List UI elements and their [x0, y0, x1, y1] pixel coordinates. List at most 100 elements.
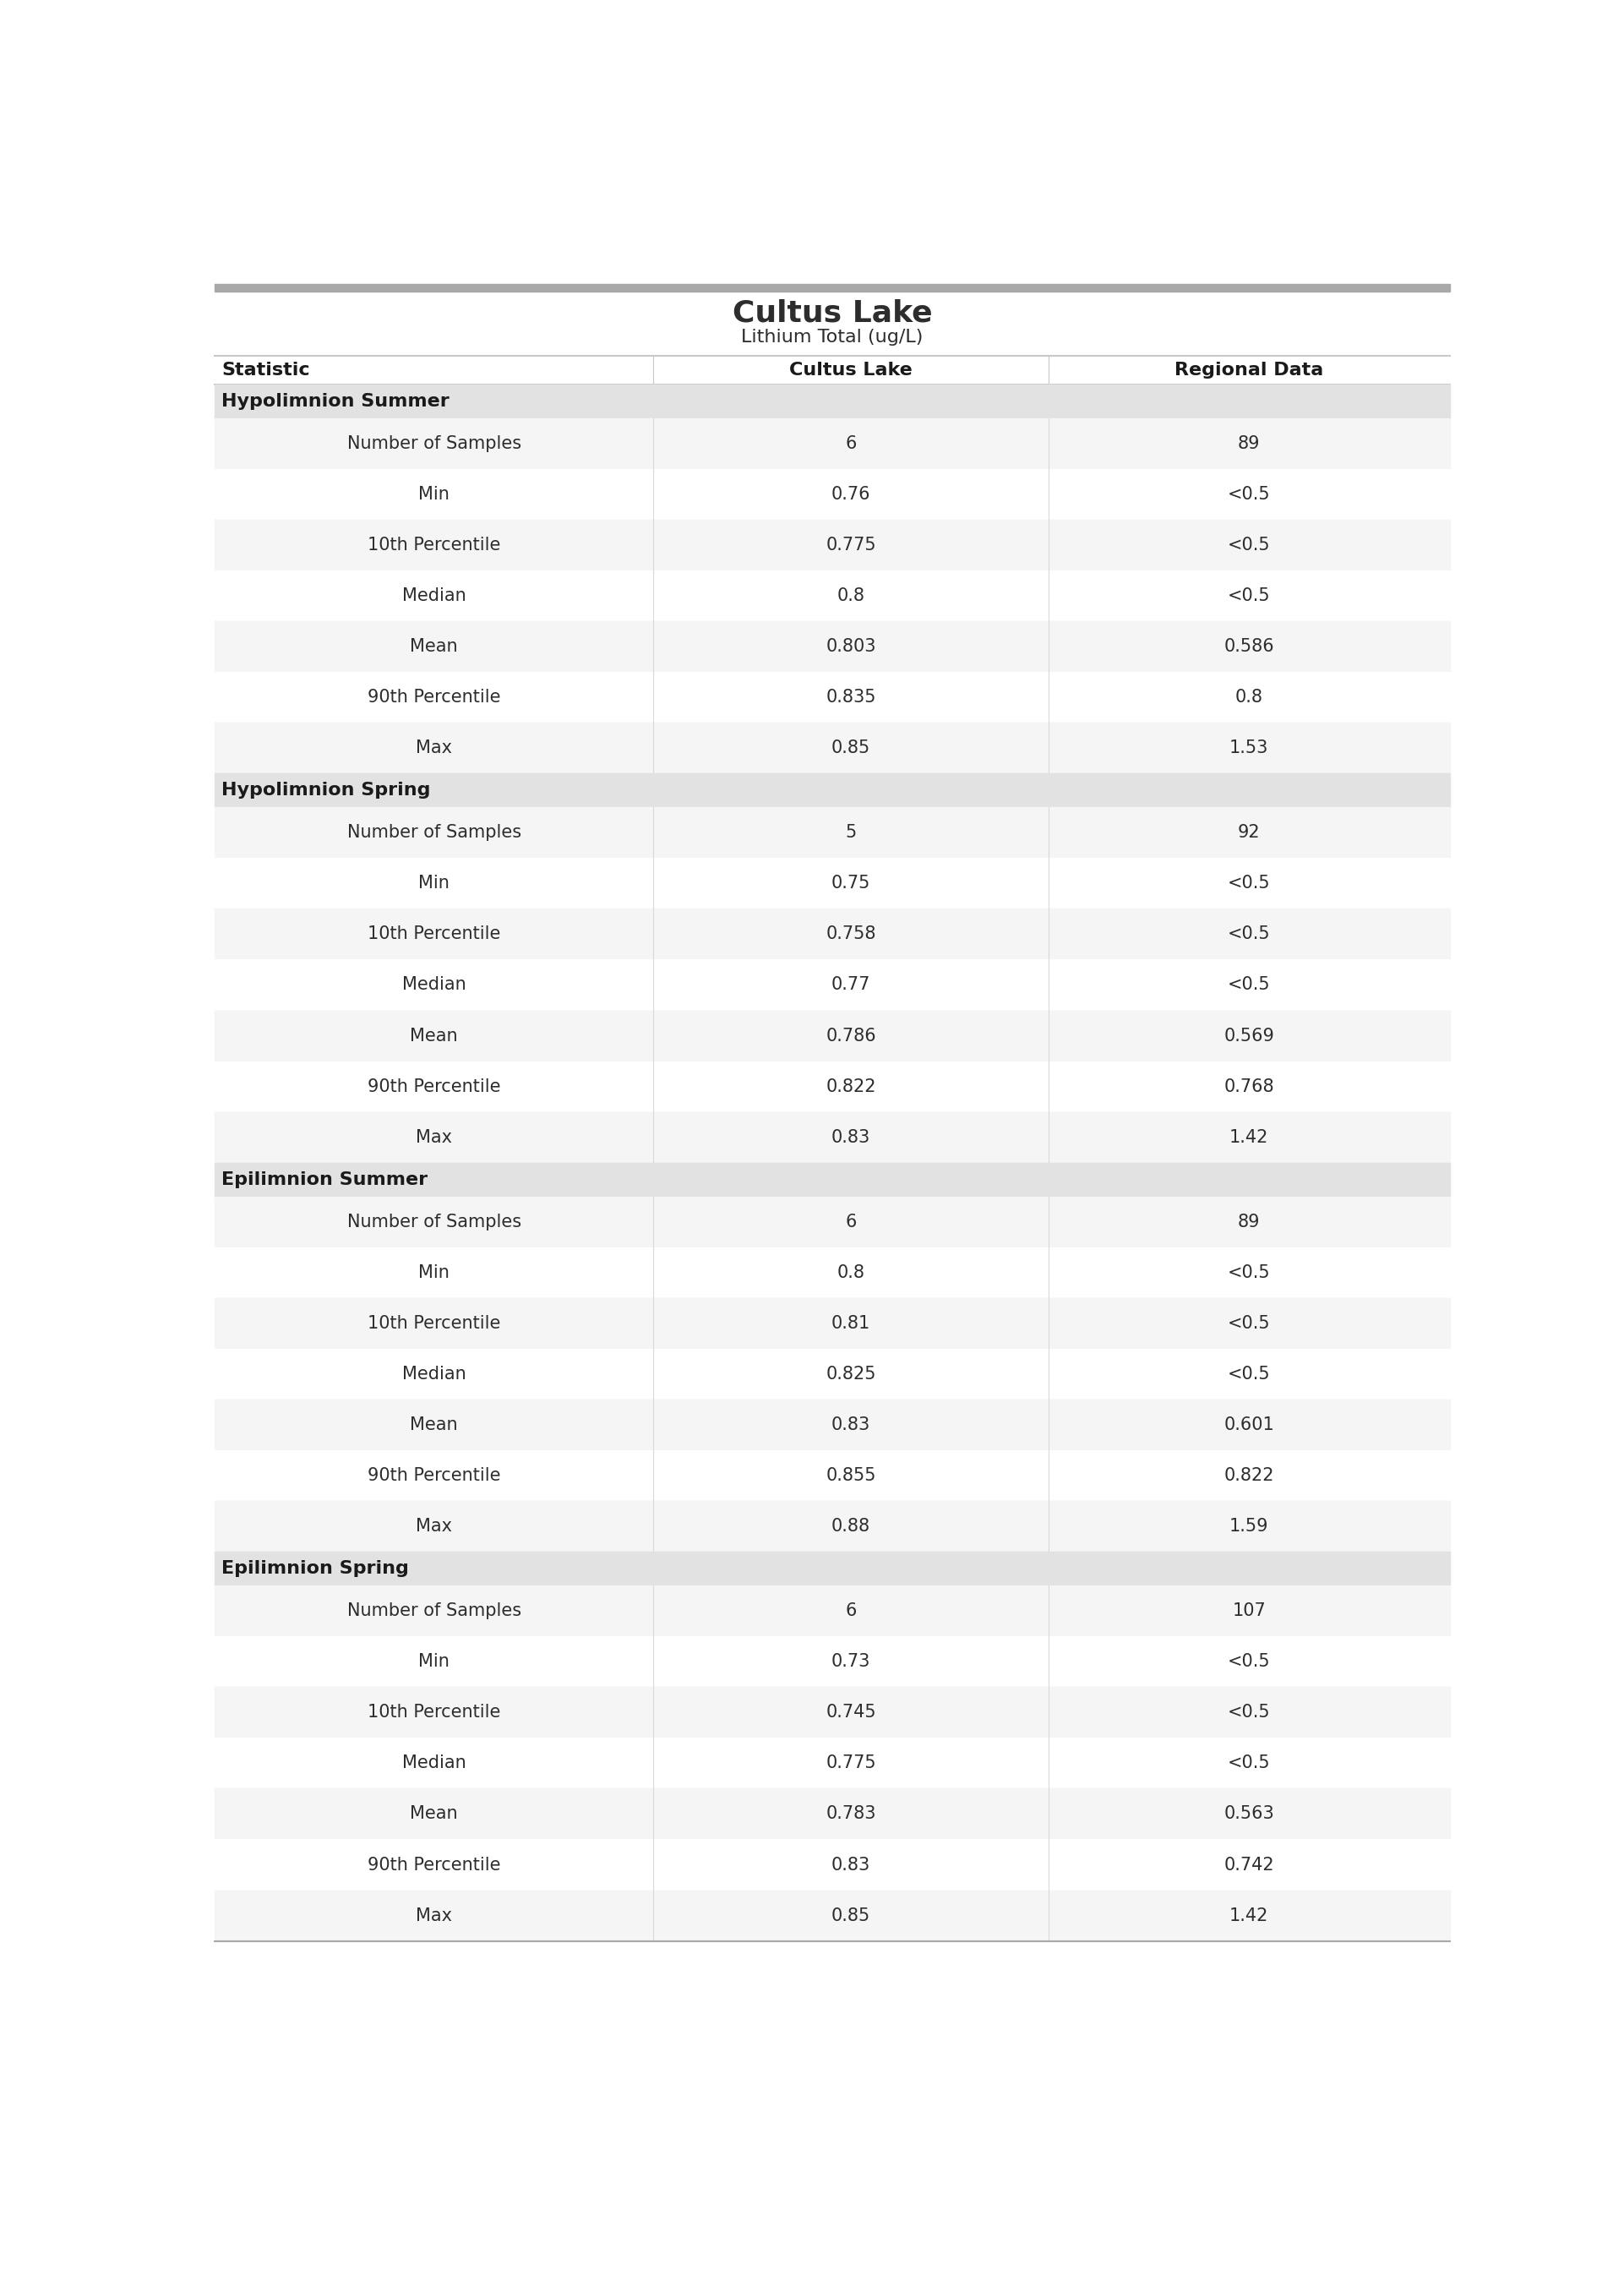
Text: 92: 92: [1237, 824, 1260, 842]
Bar: [214, 1298, 1450, 1348]
Text: 10th Percentile: 10th Percentile: [367, 926, 500, 942]
Bar: [214, 622, 1450, 672]
Text: 10th Percentile: 10th Percentile: [367, 1314, 500, 1332]
Bar: [214, 1246, 1450, 1298]
Text: <0.5: <0.5: [1228, 926, 1270, 942]
Bar: [214, 1789, 1450, 1839]
Text: 0.83: 0.83: [831, 1128, 870, 1146]
Bar: [214, 1839, 1450, 1891]
Bar: [214, 1060, 1450, 1112]
Bar: [214, 960, 1450, 1010]
Text: 6: 6: [844, 1603, 856, 1619]
Bar: [214, 1553, 1450, 1587]
Bar: [214, 520, 1450, 570]
Text: 0.8: 0.8: [1236, 688, 1263, 706]
Text: <0.5: <0.5: [1228, 1367, 1270, 1382]
Text: <0.5: <0.5: [1228, 1314, 1270, 1332]
Bar: [214, 470, 1450, 520]
Text: Median: Median: [403, 1755, 466, 1771]
Text: <0.5: <0.5: [1228, 1755, 1270, 1771]
Text: 107: 107: [1233, 1603, 1267, 1619]
Bar: [214, 418, 1450, 470]
Text: 0.803: 0.803: [825, 638, 875, 656]
Text: 0.768: 0.768: [1224, 1078, 1275, 1094]
Text: 0.81: 0.81: [831, 1314, 870, 1332]
Text: 90th Percentile: 90th Percentile: [367, 1466, 500, 1485]
Bar: [214, 1348, 1450, 1401]
Text: Regional Data: Regional Data: [1174, 361, 1324, 379]
Bar: [214, 1587, 1450, 1637]
Text: 0.8: 0.8: [836, 588, 864, 604]
Text: <0.5: <0.5: [1228, 486, 1270, 502]
Text: Epilimnion Summer: Epilimnion Summer: [221, 1171, 427, 1187]
Text: 0.586: 0.586: [1224, 638, 1275, 656]
Text: Median: Median: [403, 976, 466, 994]
Bar: [214, 858, 1450, 908]
Text: 90th Percentile: 90th Percentile: [367, 688, 500, 706]
Text: <0.5: <0.5: [1228, 1264, 1270, 1280]
Text: Number of Samples: Number of Samples: [348, 1214, 521, 1230]
Text: Min: Min: [419, 486, 450, 502]
Text: 0.855: 0.855: [825, 1466, 875, 1485]
Text: 10th Percentile: 10th Percentile: [367, 536, 500, 554]
Text: 6: 6: [844, 1214, 856, 1230]
Text: 0.822: 0.822: [1224, 1466, 1275, 1485]
Text: 0.745: 0.745: [825, 1705, 875, 1721]
Bar: [214, 908, 1450, 960]
Text: 1.59: 1.59: [1229, 1519, 1268, 1535]
Bar: [214, 672, 1450, 722]
Text: 0.88: 0.88: [831, 1519, 870, 1535]
Bar: [214, 774, 1450, 808]
Text: 0.76: 0.76: [831, 486, 870, 502]
Text: 0.601: 0.601: [1224, 1416, 1275, 1432]
Text: 1.42: 1.42: [1229, 1128, 1268, 1146]
Text: Max: Max: [416, 1907, 451, 1925]
Text: 0.775: 0.775: [825, 1755, 875, 1771]
Text: 0.775: 0.775: [825, 536, 875, 554]
Text: Lithium Total (ug/L): Lithium Total (ug/L): [741, 329, 924, 345]
Text: Number of Samples: Number of Samples: [348, 436, 521, 452]
Text: Mean: Mean: [411, 1028, 458, 1044]
Text: <0.5: <0.5: [1228, 976, 1270, 994]
Text: <0.5: <0.5: [1228, 874, 1270, 892]
Text: Mean: Mean: [411, 1805, 458, 1823]
Text: 0.786: 0.786: [825, 1028, 875, 1044]
Text: 6: 6: [844, 436, 856, 452]
Text: 10th Percentile: 10th Percentile: [367, 1705, 500, 1721]
Text: 0.569: 0.569: [1224, 1028, 1275, 1044]
Text: 89: 89: [1237, 436, 1260, 452]
Bar: [214, 1739, 1450, 1789]
Bar: [214, 1112, 1450, 1162]
Text: <0.5: <0.5: [1228, 1705, 1270, 1721]
Bar: [214, 1891, 1450, 1941]
Text: Number of Samples: Number of Samples: [348, 1603, 521, 1619]
Bar: [214, 284, 1450, 291]
Text: <0.5: <0.5: [1228, 588, 1270, 604]
Text: 0.77: 0.77: [831, 976, 870, 994]
Text: 1.53: 1.53: [1229, 740, 1268, 756]
Text: 0.85: 0.85: [831, 740, 870, 756]
Text: 0.783: 0.783: [825, 1805, 875, 1823]
Text: Cultus Lake: Cultus Lake: [789, 361, 913, 379]
Text: Mean: Mean: [411, 638, 458, 656]
Bar: [214, 1451, 1450, 1500]
Text: 0.825: 0.825: [825, 1367, 875, 1382]
Text: Hypolimnion Spring: Hypolimnion Spring: [221, 781, 430, 799]
Text: 0.822: 0.822: [825, 1078, 875, 1094]
Bar: [214, 384, 1450, 418]
Bar: [214, 1010, 1450, 1060]
Text: Number of Samples: Number of Samples: [348, 824, 521, 842]
Text: Median: Median: [403, 588, 466, 604]
Bar: [214, 808, 1450, 858]
Text: <0.5: <0.5: [1228, 536, 1270, 554]
Text: Max: Max: [416, 1519, 451, 1535]
Text: Cultus Lake: Cultus Lake: [732, 297, 932, 327]
Text: 5: 5: [844, 824, 856, 842]
Text: 90th Percentile: 90th Percentile: [367, 1078, 500, 1094]
Bar: [214, 1196, 1450, 1246]
Bar: [214, 1637, 1450, 1687]
Text: Mean: Mean: [411, 1416, 458, 1432]
Text: 0.758: 0.758: [825, 926, 875, 942]
Text: 0.835: 0.835: [825, 688, 875, 706]
Text: Hypolimnion Summer: Hypolimnion Summer: [221, 393, 450, 409]
